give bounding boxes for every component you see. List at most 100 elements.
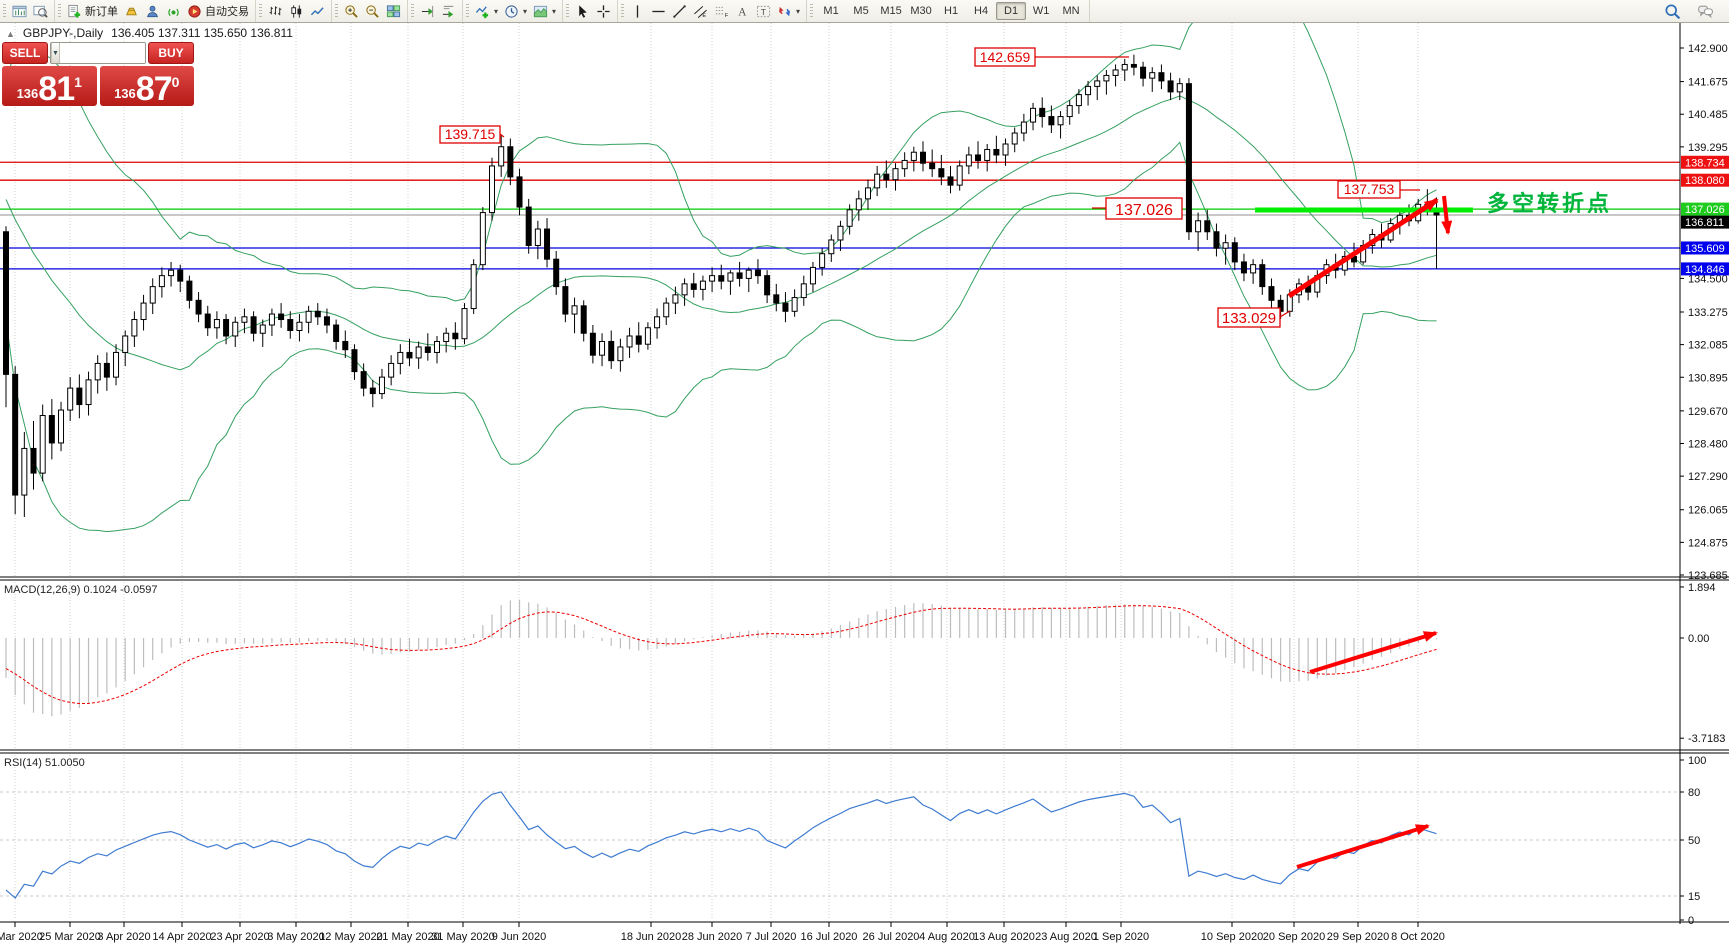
timeframe-H4[interactable]: H4 bbox=[974, 5, 989, 17]
indicators-add-icon[interactable]: ▾ bbox=[472, 3, 501, 20]
candle bbox=[534, 228, 541, 246]
auto-scroll-icon[interactable] bbox=[438, 3, 459, 20]
date-tick-label: 21 May 2020 bbox=[376, 931, 440, 943]
arrows-icon[interactable]: ▾ bbox=[774, 3, 803, 20]
timeframe-D1[interactable]: D1 bbox=[996, 2, 1027, 20]
trendline-icon[interactable] bbox=[669, 3, 690, 20]
timeframe-M15[interactable]: M15 bbox=[880, 5, 902, 17]
candle bbox=[85, 379, 92, 406]
candle bbox=[3, 231, 9, 375]
vertical-line-icon[interactable] bbox=[627, 3, 648, 20]
price-badge-text: 138.080 bbox=[1685, 175, 1725, 187]
candle bbox=[39, 415, 46, 474]
timeframe-M5[interactable]: M5 bbox=[853, 5, 869, 17]
candle bbox=[709, 275, 716, 282]
candle bbox=[910, 151, 917, 161]
candle bbox=[635, 335, 642, 345]
publisher-icon[interactable] bbox=[142, 3, 163, 20]
candle bbox=[699, 280, 706, 290]
bar-chart-icon[interactable] bbox=[265, 3, 286, 20]
date-tick-label: 29 Sep 2020 bbox=[1327, 931, 1389, 943]
support-zone-bar bbox=[1255, 207, 1473, 213]
bid-price-prefix: 136 bbox=[16, 86, 39, 101]
dropdown-arrow-icon: ▾ bbox=[523, 6, 528, 16]
candle bbox=[580, 305, 587, 334]
chart-shift-icon[interactable] bbox=[417, 3, 438, 20]
candle bbox=[204, 313, 211, 329]
candlestick-chart-icon[interactable] bbox=[286, 3, 307, 20]
auto-trading-button[interactable]: 自动交易 bbox=[184, 2, 252, 20]
candle bbox=[278, 313, 285, 321]
chat-icon[interactable] bbox=[1694, 2, 1717, 21]
candle bbox=[507, 146, 514, 178]
ask-price-button[interactable]: 136 87 0 bbox=[99, 66, 194, 106]
volume-stepper: ▼ ▲ bbox=[50, 42, 146, 64]
signals-icon[interactable] bbox=[163, 3, 184, 20]
horizontal-line-icon[interactable] bbox=[648, 3, 669, 20]
timeframe-W1[interactable]: W1 bbox=[1032, 5, 1050, 17]
candle bbox=[892, 168, 899, 181]
candle bbox=[1020, 121, 1027, 134]
chart-window-icon[interactable] bbox=[9, 3, 30, 20]
search-icon[interactable] bbox=[1661, 2, 1684, 21]
equidistant-channel-icon[interactable]: E bbox=[690, 3, 711, 20]
toolbar-group: E F A T ▾ bbox=[618, 0, 808, 22]
sell-button[interactable]: SELL bbox=[2, 42, 48, 64]
candle bbox=[259, 324, 266, 334]
timeframe-M30[interactable]: M30 bbox=[910, 5, 932, 17]
volume-decrease-button[interactable]: ▼ bbox=[51, 43, 60, 63]
ask-price-pip: 0 bbox=[171, 74, 180, 90]
bid-price-button[interactable]: 136 81 1 bbox=[2, 66, 97, 106]
buy-button[interactable]: BUY bbox=[148, 42, 194, 64]
candle bbox=[956, 165, 963, 186]
date-tick-label: 31 May 2020 bbox=[431, 931, 495, 943]
new-order-button[interactable]: 新订单 bbox=[64, 2, 121, 20]
axis-tick-label: 134.500 bbox=[1688, 273, 1728, 285]
volume-input[interactable] bbox=[59, 43, 145, 63]
axis-tick-label: 129.670 bbox=[1688, 406, 1728, 418]
trend-arrow[interactable] bbox=[1309, 631, 1438, 674]
trend-arrow[interactable] bbox=[1441, 195, 1453, 235]
text-label-icon[interactable]: T bbox=[753, 3, 774, 20]
ask-price-prefix: 136 bbox=[114, 86, 136, 101]
cursor-icon[interactable] bbox=[572, 3, 593, 20]
templates-icon[interactable]: ▾ bbox=[530, 3, 559, 20]
macd-indicator bbox=[5, 599, 1438, 717]
tile-windows-icon[interactable] bbox=[383, 3, 404, 20]
trend-arrow[interactable] bbox=[1287, 197, 1439, 299]
candle bbox=[461, 308, 468, 340]
zoom-out-icon[interactable] bbox=[362, 3, 383, 20]
timeframe-M1[interactable]: M1 bbox=[823, 5, 839, 17]
date-tick-label: 18 Jun 2020 bbox=[621, 931, 682, 943]
text-icon[interactable]: A bbox=[732, 3, 753, 20]
indicator-window-icon[interactable] bbox=[30, 3, 51, 20]
trend-arrow[interactable] bbox=[1296, 824, 1430, 869]
fibonacci-icon[interactable]: F bbox=[711, 3, 732, 20]
price-label-box[interactable] bbox=[1217, 307, 1281, 328]
candle bbox=[1121, 63, 1128, 71]
candle bbox=[1222, 242, 1229, 249]
candle bbox=[1268, 286, 1275, 301]
candle bbox=[1231, 242, 1238, 263]
timeframe-H1[interactable]: H1 bbox=[944, 5, 959, 17]
timeframe-MN[interactable]: MN bbox=[1062, 5, 1080, 17]
price-badge-text: 138.734 bbox=[1685, 157, 1725, 169]
chart-window[interactable]: ▲ GBPJPY-,Daily 136.405 137.311 135.650 … bbox=[0, 22, 1729, 948]
dropdown-arrow-icon: ▾ bbox=[552, 6, 557, 16]
candle bbox=[883, 173, 890, 181]
periods-icon[interactable]: ▾ bbox=[501, 3, 530, 20]
candle bbox=[149, 286, 156, 304]
date-tick-label: 25 Mar 2020 bbox=[39, 931, 101, 943]
candle bbox=[929, 162, 936, 170]
zoom-in-icon[interactable] bbox=[341, 3, 362, 20]
candle bbox=[21, 447, 28, 496]
svg-text:F: F bbox=[725, 13, 729, 19]
axis-tick-label: 0 bbox=[1688, 915, 1694, 927]
candle bbox=[516, 176, 523, 208]
gold-ingot-icon[interactable] bbox=[121, 3, 142, 20]
candle bbox=[103, 362, 110, 378]
crosshair-icon[interactable] bbox=[593, 3, 614, 20]
candle bbox=[1213, 231, 1220, 249]
line-chart-icon[interactable] bbox=[307, 3, 328, 20]
